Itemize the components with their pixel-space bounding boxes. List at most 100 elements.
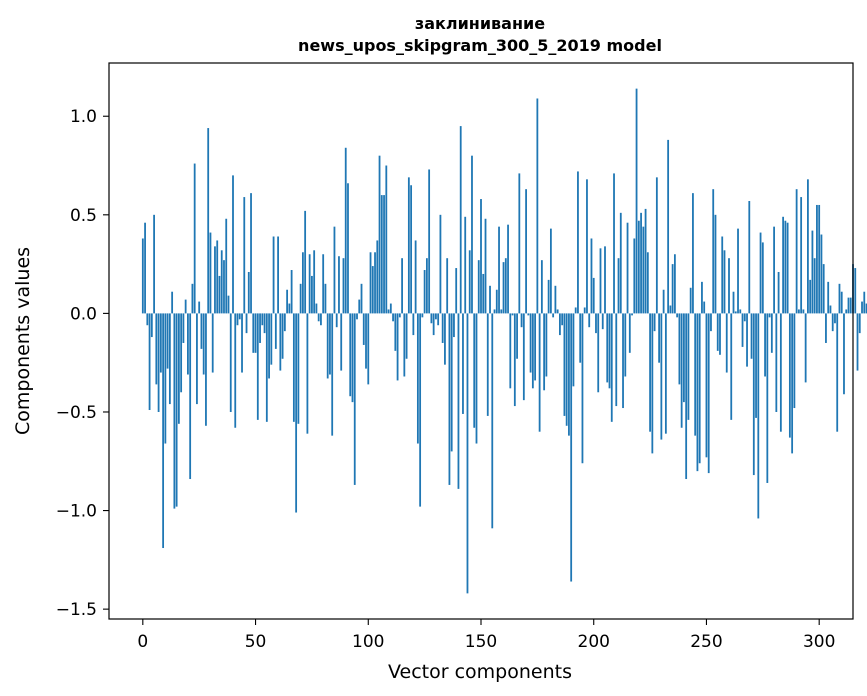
bar-266 <box>741 313 744 347</box>
bar-237 <box>676 313 679 318</box>
bar-262 <box>732 291 735 314</box>
bar-9 <box>162 313 165 549</box>
bar-207 <box>608 313 611 389</box>
bar-248 <box>701 281 703 314</box>
bar-187 <box>563 313 566 416</box>
bar-41 <box>234 313 237 428</box>
bar-156 <box>493 309 496 314</box>
bar-198 <box>588 313 591 328</box>
bar-208 <box>610 313 613 422</box>
bar-137 <box>450 313 453 452</box>
bar-204 <box>601 313 604 330</box>
x-tick-label: 100 <box>352 632 384 652</box>
bar-35 <box>220 250 223 314</box>
bar-38 <box>227 295 230 314</box>
bar-182 <box>552 313 555 318</box>
bar-153 <box>486 313 489 416</box>
bar-201 <box>595 313 597 334</box>
bar-40 <box>232 175 234 314</box>
bar-72 <box>304 210 307 314</box>
y-tick-label: 0.0 <box>70 304 97 324</box>
bar-6 <box>155 313 158 385</box>
bar-79 <box>320 313 322 326</box>
bar-32 <box>214 246 216 314</box>
x-axis-ticks: 0 50 100 150 200 250 300 <box>137 619 835 652</box>
bar-3 <box>148 313 151 411</box>
bar-33 <box>216 240 219 314</box>
bar-50 <box>254 313 257 353</box>
bar-36 <box>223 260 225 314</box>
bar-227 <box>653 313 656 332</box>
y-tick-label: 0.5 <box>70 206 97 226</box>
bar-263 <box>734 311 737 314</box>
bar-116 <box>403 313 406 377</box>
bar-289 <box>793 313 796 409</box>
bar-249 <box>703 301 706 314</box>
bar-241 <box>685 313 688 480</box>
bar-143 <box>464 216 467 314</box>
bar-178 <box>543 313 546 391</box>
bar-75 <box>311 275 313 314</box>
bar-112 <box>394 313 397 351</box>
bar-226 <box>651 313 654 454</box>
bar-236 <box>673 254 676 314</box>
bar-125 <box>423 270 426 314</box>
bar-225 <box>649 313 651 432</box>
bar-127 <box>428 169 431 314</box>
bar-218 <box>633 238 636 314</box>
bar-303 <box>825 313 827 343</box>
bar-100 <box>367 313 370 385</box>
bar-271 <box>752 313 755 476</box>
bar-135 <box>446 258 449 314</box>
bar-307 <box>834 313 836 324</box>
bar-78 <box>317 313 320 322</box>
bar-296 <box>809 279 812 314</box>
bar-77 <box>315 303 318 314</box>
bar-254 <box>714 214 717 314</box>
bar-series <box>141 88 867 594</box>
bar-10 <box>164 313 167 444</box>
bar-7 <box>157 313 160 412</box>
bar-21 <box>189 313 192 480</box>
bar-163 <box>509 313 512 389</box>
bar-160 <box>502 262 505 314</box>
bar-1 <box>144 222 146 314</box>
bar-14 <box>173 313 176 509</box>
bar-4 <box>150 313 153 338</box>
bar-320 <box>863 291 866 314</box>
bar-109 <box>387 309 390 314</box>
bar-298 <box>813 258 816 314</box>
bar-86 <box>335 313 338 328</box>
bar-124 <box>421 313 424 318</box>
bar-247 <box>698 313 701 464</box>
bar-195 <box>581 313 584 464</box>
bar-37 <box>225 218 228 314</box>
bar-146 <box>471 155 473 314</box>
bar-68 <box>295 313 298 513</box>
bar-155 <box>491 313 494 529</box>
bar-43 <box>238 313 241 320</box>
bar-291 <box>797 309 800 314</box>
bar-264 <box>737 228 739 314</box>
bar-230 <box>660 313 663 440</box>
bar-304 <box>827 281 830 314</box>
x-axis-label: Vector components <box>388 661 572 683</box>
bar-110 <box>389 303 392 314</box>
bar-73 <box>306 313 309 434</box>
bar-286 <box>786 222 789 314</box>
bar-290 <box>795 189 798 314</box>
bar-2 <box>146 313 149 326</box>
bar-118 <box>407 177 410 314</box>
bar-114 <box>398 313 401 318</box>
bar-84 <box>331 313 334 436</box>
bar-145 <box>468 250 471 314</box>
bar-67 <box>292 313 295 422</box>
bar-89 <box>342 258 345 314</box>
bar-173 <box>531 313 534 389</box>
bar-316 <box>854 268 857 314</box>
bar-259 <box>725 313 728 373</box>
bar-168 <box>520 313 523 328</box>
bar-20 <box>187 313 189 375</box>
bar-255 <box>716 313 719 351</box>
bar-185 <box>559 313 561 336</box>
